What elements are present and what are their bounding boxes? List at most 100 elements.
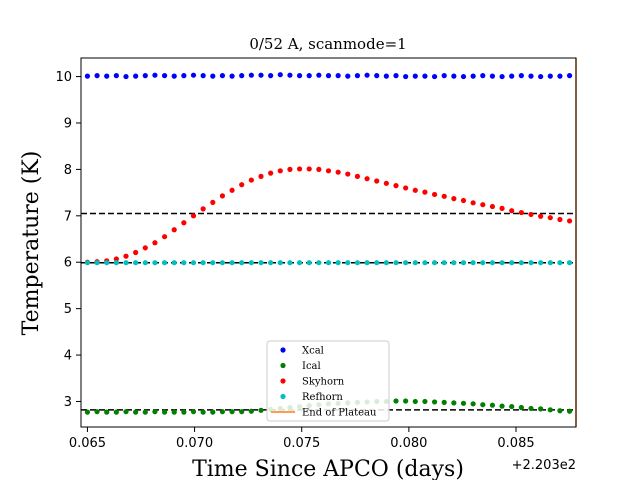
skyhorn-point: [335, 169, 341, 175]
legend-marker-ical: [280, 362, 286, 369]
ical-point: [499, 403, 505, 409]
series-refhorn: [84, 260, 573, 266]
xcal-point: [364, 72, 370, 78]
skyhorn-point: [306, 166, 312, 172]
ical-point: [123, 409, 129, 415]
refhorn-point: [133, 260, 139, 266]
skyhorn-point: [277, 168, 283, 174]
legend: Xcal Ical Skyhorn Refhorn End of Plateau: [266, 340, 390, 422]
xcal-point: [190, 72, 197, 78]
xcal-point: [219, 73, 226, 79]
ical-point: [557, 408, 563, 414]
ical-point: [210, 409, 216, 415]
xcal-point: [557, 73, 563, 79]
ical-point: [248, 408, 254, 414]
refhorn-point: [480, 260, 486, 266]
ical-point: [258, 407, 264, 413]
xcal-point: [287, 72, 293, 78]
refhorn-point: [528, 260, 534, 266]
refhorn-point: [258, 260, 264, 266]
refhorn-point: [113, 260, 119, 266]
y-axis-ticks: 3 4 5 6 7 8 9 10: [55, 70, 81, 410]
skyhorn-point: [460, 197, 467, 204]
ical-point: [84, 409, 91, 415]
skyhorn-point: [441, 193, 447, 199]
xcal-point: [335, 73, 341, 79]
skyhorn-point: [345, 171, 351, 177]
xcal-point: [566, 73, 573, 79]
xcal-point: [152, 72, 158, 78]
skyhorn-point: [393, 183, 399, 189]
ical-point: [451, 400, 457, 406]
refhorn-point: [277, 260, 283, 266]
skyhorn-point: [566, 218, 573, 224]
refhorn-point: [152, 260, 158, 266]
x-axis-label: Time Since APCO (days): [192, 457, 464, 480]
refhorn-point: [499, 260, 505, 266]
refhorn-point: [335, 260, 341, 266]
x-tick-label: 0.065: [69, 436, 106, 451]
skyhorn-point: [316, 166, 322, 172]
skyhorn-point: [287, 166, 293, 172]
skyhorn-point: [123, 253, 129, 259]
legend-marker-refhorn: [280, 393, 286, 400]
xcal-point: [528, 73, 534, 79]
xcal-point: [470, 73, 476, 79]
ical-point: [412, 398, 418, 405]
ical-point: [403, 398, 409, 404]
skyhorn-point: [557, 216, 563, 223]
refhorn-point: [566, 260, 573, 266]
refhorn-point: [94, 260, 100, 266]
ical-point: [480, 402, 486, 408]
ical-point: [509, 403, 515, 410]
xcal-point: [538, 73, 544, 80]
skyhorn-point: [431, 191, 438, 198]
refhorn-point: [104, 260, 110, 266]
x-axis-ticks: 0.065 0.070 0.075 0.080 0.085: [69, 427, 535, 451]
refhorn-point: [374, 260, 380, 266]
refhorn-point: [239, 260, 245, 266]
ical-point: [171, 409, 177, 415]
ical-point: [441, 399, 447, 405]
skyhorn-point: [325, 168, 332, 174]
y-tick-label: 7: [64, 209, 72, 224]
legend-box: [266, 340, 390, 422]
xcal-point: [393, 73, 399, 79]
xcal-point: [306, 73, 312, 79]
skyhorn-point: [499, 205, 505, 211]
xcal-point: [345, 73, 351, 79]
refhorn-point: [229, 260, 235, 266]
x-tick-label: 0.075: [283, 436, 320, 451]
refhorn-point: [306, 260, 312, 266]
xcal-point: [239, 73, 245, 79]
y-tick-label: 8: [64, 163, 72, 178]
ical-point: [566, 408, 573, 414]
ical-point: [470, 401, 476, 407]
xcal-point: [94, 73, 100, 79]
ical-point: [489, 402, 496, 408]
refhorn-point: [509, 260, 515, 266]
xcal-point: [277, 72, 283, 78]
skyhorn-point: [258, 173, 264, 179]
legend-label-end-of-plateau: End of Plateau: [302, 408, 377, 419]
refhorn-point: [489, 260, 496, 266]
refhorn-point: [364, 260, 370, 266]
skyhorn-point: [171, 227, 177, 233]
ical-point: [528, 405, 534, 412]
refhorn-point: [518, 260, 524, 266]
y-tick-label: 3: [64, 395, 72, 410]
ical-point: [460, 400, 467, 406]
skyhorn-point: [152, 240, 158, 246]
ical-point: [229, 409, 235, 415]
skyhorn-point: [528, 211, 534, 218]
ical-point: [547, 407, 553, 413]
refhorn-point: [538, 260, 544, 266]
xcal-point: [518, 73, 524, 79]
refhorn-point: [412, 260, 418, 266]
ical-point: [518, 404, 524, 411]
y-tick-label: 6: [64, 256, 72, 271]
ical-point: [200, 409, 206, 415]
legend-marker-xcal: [280, 347, 286, 353]
refhorn-point: [268, 260, 274, 266]
